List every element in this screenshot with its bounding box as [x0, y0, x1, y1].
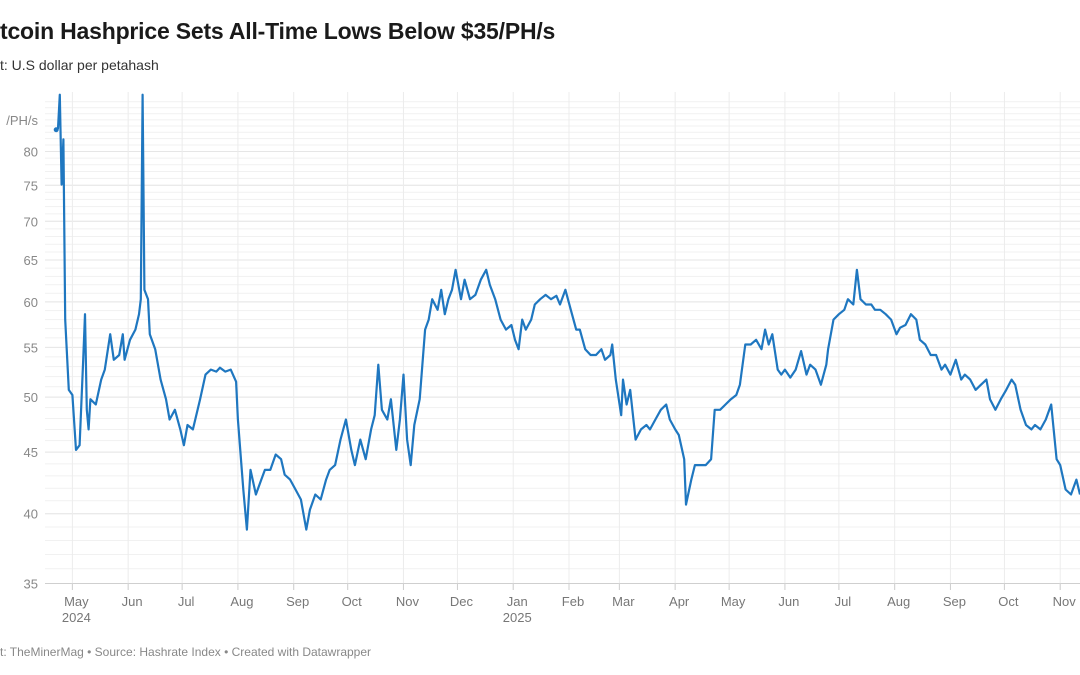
x-tick-label: Aug	[230, 594, 253, 609]
x-tick-label: May	[721, 594, 746, 609]
x-tick-label: Jun	[122, 594, 143, 609]
x-tick-label: Dec	[450, 594, 474, 609]
hashprice-line	[55, 93, 1080, 531]
chart-footer: t: TheMinerMag • Source: Hashrate Index …	[0, 645, 372, 659]
series	[53, 93, 1080, 531]
x-tick-label: Mar	[612, 594, 635, 609]
y-tick-label: 40	[24, 507, 38, 522]
y-axis: 35 40 45 50 55 60 65 70 75 80/PH/s	[6, 113, 38, 592]
y-tick-label: 45	[24, 445, 38, 460]
x-tick-label: May	[64, 594, 89, 609]
x-tick-label: Aug	[887, 594, 910, 609]
y-tick-label: 80	[24, 145, 38, 160]
x-tick-label: Nov	[1053, 594, 1077, 609]
y-tick-label: 35	[24, 576, 38, 591]
x-year-label: 2024	[62, 610, 91, 625]
x-tick-label: Oct	[998, 594, 1019, 609]
y-tick-label: 50	[24, 390, 38, 405]
x-tick-label: Sep	[943, 594, 966, 609]
start-marker	[53, 127, 59, 133]
x-tick-label: Oct	[342, 594, 363, 609]
x-tick-label: Apr	[669, 594, 690, 609]
x-tick-label: Jul	[178, 594, 195, 609]
x-year-label: 2025	[503, 610, 532, 625]
y-tick-label: 70	[24, 214, 38, 229]
y-tick-label: 75	[24, 178, 38, 193]
chart-title: tcoin Hashprice Sets All-Time Lows Below…	[0, 18, 556, 44]
grid	[45, 92, 1080, 590]
x-tick-label: Feb	[562, 594, 584, 609]
y-tick-label: 65	[24, 253, 38, 268]
x-tick-label: Jul	[835, 594, 852, 609]
x-tick-label: Jan	[507, 594, 528, 609]
x-tick-label: Sep	[286, 594, 309, 609]
x-tick-label: Jun	[778, 594, 799, 609]
y-tick-label: 60	[24, 295, 38, 310]
chart-subtitle: t: U.S dollar per petahash	[0, 57, 159, 73]
y-tick-label: 55	[24, 340, 38, 355]
y-unit-label: /PH/s	[6, 113, 38, 128]
x-tick-label: Nov	[396, 594, 420, 609]
